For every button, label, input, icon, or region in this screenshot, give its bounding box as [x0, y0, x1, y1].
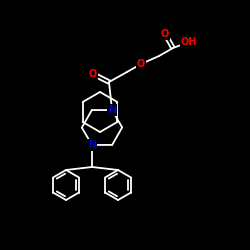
Text: O: O [89, 69, 97, 79]
Text: N: N [88, 140, 96, 150]
Text: N: N [108, 105, 116, 115]
Text: OH: OH [181, 37, 197, 47]
Text: O: O [137, 59, 145, 69]
Text: O: O [161, 29, 169, 39]
